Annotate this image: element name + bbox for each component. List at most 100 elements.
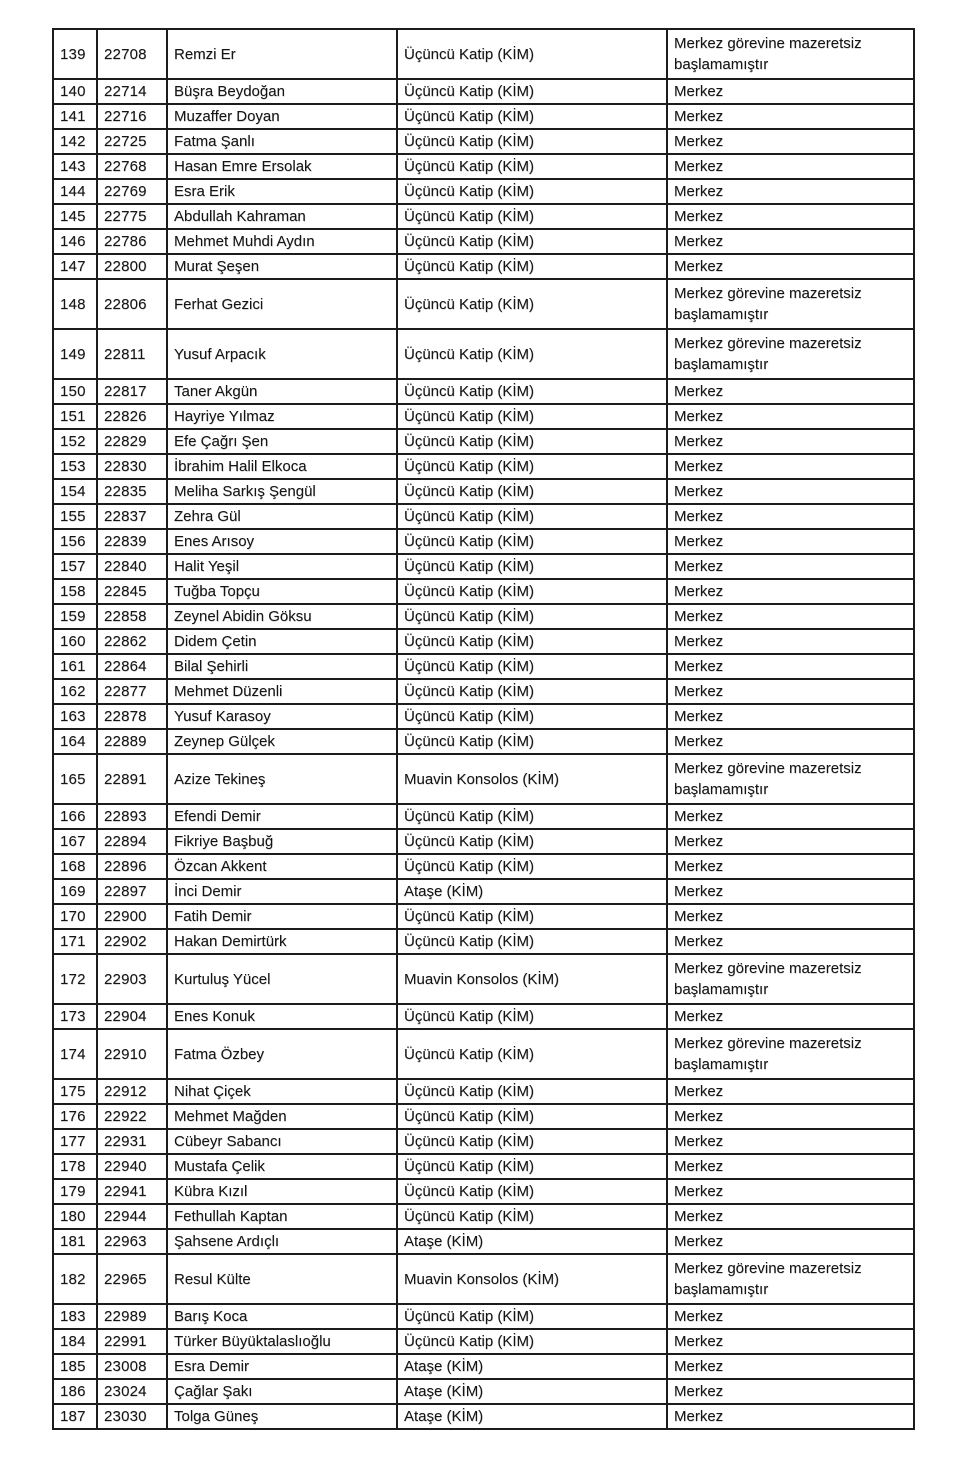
job-title-cell: Muavin Konsolos (KİM) xyxy=(396,753,668,805)
registry-no-cell: 22845 xyxy=(96,578,168,605)
row-index-cell: 175 xyxy=(52,1078,98,1105)
row-index-cell: 157 xyxy=(52,553,98,580)
table-row: 163 22878 Yusuf Karasoy Üçüncü Katip (Kİ… xyxy=(52,703,915,730)
person-name-cell: Özcan Akkent xyxy=(166,853,398,880)
personnel-table-body: 139 22708 Remzi Er Üçüncü Katip (KİM) Me… xyxy=(52,28,915,1430)
job-title-cell: Ataşe (KİM) xyxy=(396,1378,668,1405)
person-name-cell: Remzi Er xyxy=(166,28,398,80)
row-index-cell: 165 xyxy=(52,753,98,805)
status-cell: Merkez xyxy=(666,653,915,680)
table-row: 149 22811 Yusuf Arpacık Üçüncü Katip (Kİ… xyxy=(52,328,915,380)
row-index-cell: 183 xyxy=(52,1303,98,1330)
registry-no-cell: 22864 xyxy=(96,653,168,680)
job-title-cell: Üçüncü Katip (KİM) xyxy=(396,728,668,755)
person-name-cell: Ferhat Gezici xyxy=(166,278,398,330)
status-cell: Merkez xyxy=(666,578,915,605)
job-title-cell: Üçüncü Katip (KİM) xyxy=(396,228,668,255)
status-cell: Merkez xyxy=(666,1203,915,1230)
row-index-cell: 151 xyxy=(52,403,98,430)
row-index-cell: 141 xyxy=(52,103,98,130)
row-index-cell: 180 xyxy=(52,1203,98,1230)
job-title-cell: Üçüncü Katip (KİM) xyxy=(396,628,668,655)
person-name-cell: Büşra Beydoğan xyxy=(166,78,398,105)
person-name-cell: Halit Yeşil xyxy=(166,553,398,580)
person-name-cell: Kurtuluş Yücel xyxy=(166,953,398,1005)
row-index-cell: 176 xyxy=(52,1103,98,1130)
person-name-cell: Kübra Kızıl xyxy=(166,1178,398,1205)
person-name-cell: Taner Akgün xyxy=(166,378,398,405)
registry-no-cell: 22910 xyxy=(96,1028,168,1080)
status-cell: Merkez xyxy=(666,503,915,530)
row-index-cell: 163 xyxy=(52,703,98,730)
registry-no-cell: 22900 xyxy=(96,903,168,930)
status-cell: Merkez xyxy=(666,228,915,255)
status-cell: Merkez xyxy=(666,828,915,855)
table-row: 172 22903 Kurtuluş Yücel Muavin Konsolos… xyxy=(52,953,915,1005)
status-cell: Merkez xyxy=(666,253,915,280)
registry-no-cell: 22963 xyxy=(96,1228,168,1255)
status-cell: Merkez xyxy=(666,378,915,405)
row-index-cell: 150 xyxy=(52,378,98,405)
registry-no-cell: 22800 xyxy=(96,253,168,280)
person-name-cell: Fatma Özbey xyxy=(166,1028,398,1080)
registry-no-cell: 22965 xyxy=(96,1253,168,1305)
status-cell: Merkez xyxy=(666,1003,915,1030)
table-row: 144 22769 Esra Erik Üçüncü Katip (KİM) M… xyxy=(52,178,915,205)
status-cell: Merkez görevine mazeretsiz başlamamıştır xyxy=(666,953,915,1005)
job-title-cell: Üçüncü Katip (KİM) xyxy=(396,603,668,630)
job-title-cell: Üçüncü Katip (KİM) xyxy=(396,1128,668,1155)
table-row: 171 22902 Hakan Demirtürk Üçüncü Katip (… xyxy=(52,928,915,955)
person-name-cell: Efendi Demir xyxy=(166,803,398,830)
person-name-cell: Yusuf Karasoy xyxy=(166,703,398,730)
status-cell: Merkez xyxy=(666,478,915,505)
row-index-cell: 166 xyxy=(52,803,98,830)
person-name-cell: Esra Demir xyxy=(166,1353,398,1380)
table-row: 162 22877 Mehmet Düzenli Üçüncü Katip (K… xyxy=(52,678,915,705)
person-name-cell: Barış Koca xyxy=(166,1303,398,1330)
row-index-cell: 162 xyxy=(52,678,98,705)
registry-no-cell: 22893 xyxy=(96,803,168,830)
person-name-cell: Enes Konuk xyxy=(166,1003,398,1030)
status-cell: Merkez xyxy=(666,153,915,180)
status-cell: Merkez görevine mazeretsiz başlamamıştır xyxy=(666,28,915,80)
registry-no-cell: 22894 xyxy=(96,828,168,855)
status-cell: Merkez xyxy=(666,928,915,955)
status-cell: Merkez xyxy=(666,878,915,905)
job-title-cell: Üçüncü Katip (KİM) xyxy=(396,78,668,105)
registry-no-cell: 22829 xyxy=(96,428,168,455)
person-name-cell: Hakan Demirtürk xyxy=(166,928,398,955)
registry-no-cell: 22775 xyxy=(96,203,168,230)
registry-no-cell: 22826 xyxy=(96,403,168,430)
job-title-cell: Ataşe (KİM) xyxy=(396,1228,668,1255)
table-row: 182 22965 Resul Külte Muavin Konsolos (K… xyxy=(52,1253,915,1305)
registry-no-cell: 22897 xyxy=(96,878,168,905)
job-title-cell: Üçüncü Katip (KİM) xyxy=(396,1028,668,1080)
registry-no-cell: 22878 xyxy=(96,703,168,730)
status-cell: Merkez görevine mazeretsiz başlamamıştır xyxy=(666,753,915,805)
registry-no-cell: 22941 xyxy=(96,1178,168,1205)
person-name-cell: Resul Külte xyxy=(166,1253,398,1305)
row-index-cell: 147 xyxy=(52,253,98,280)
status-cell: Merkez xyxy=(666,128,915,155)
row-index-cell: 160 xyxy=(52,628,98,655)
person-name-cell: Çağlar Şakı xyxy=(166,1378,398,1405)
job-title-cell: Üçüncü Katip (KİM) xyxy=(396,1303,668,1330)
status-cell: Merkez xyxy=(666,903,915,930)
row-index-cell: 153 xyxy=(52,453,98,480)
job-title-cell: Üçüncü Katip (KİM) xyxy=(396,1103,668,1130)
table-row: 165 22891 Azize Tekineş Muavin Konsolos … xyxy=(52,753,915,805)
status-cell: Merkez görevine mazeretsiz başlamamıştır xyxy=(666,1253,915,1305)
job-title-cell: Üçüncü Katip (KİM) xyxy=(396,553,668,580)
person-name-cell: Mehmet Mağden xyxy=(166,1103,398,1130)
status-cell: Merkez xyxy=(666,678,915,705)
table-row: 148 22806 Ferhat Gezici Üçüncü Katip (Kİ… xyxy=(52,278,915,330)
registry-no-cell: 22896 xyxy=(96,853,168,880)
status-cell: Merkez xyxy=(666,1353,915,1380)
table-row: 156 22839 Enes Arısoy Üçüncü Katip (KİM)… xyxy=(52,528,915,555)
person-name-cell: Murat Şeşen xyxy=(166,253,398,280)
person-name-cell: Fethullah Kaptan xyxy=(166,1203,398,1230)
row-index-cell: 156 xyxy=(52,528,98,555)
table-row: 161 22864 Bilal Şehirli Üçüncü Katip (Kİ… xyxy=(52,653,915,680)
row-index-cell: 168 xyxy=(52,853,98,880)
job-title-cell: Üçüncü Katip (KİM) xyxy=(396,453,668,480)
